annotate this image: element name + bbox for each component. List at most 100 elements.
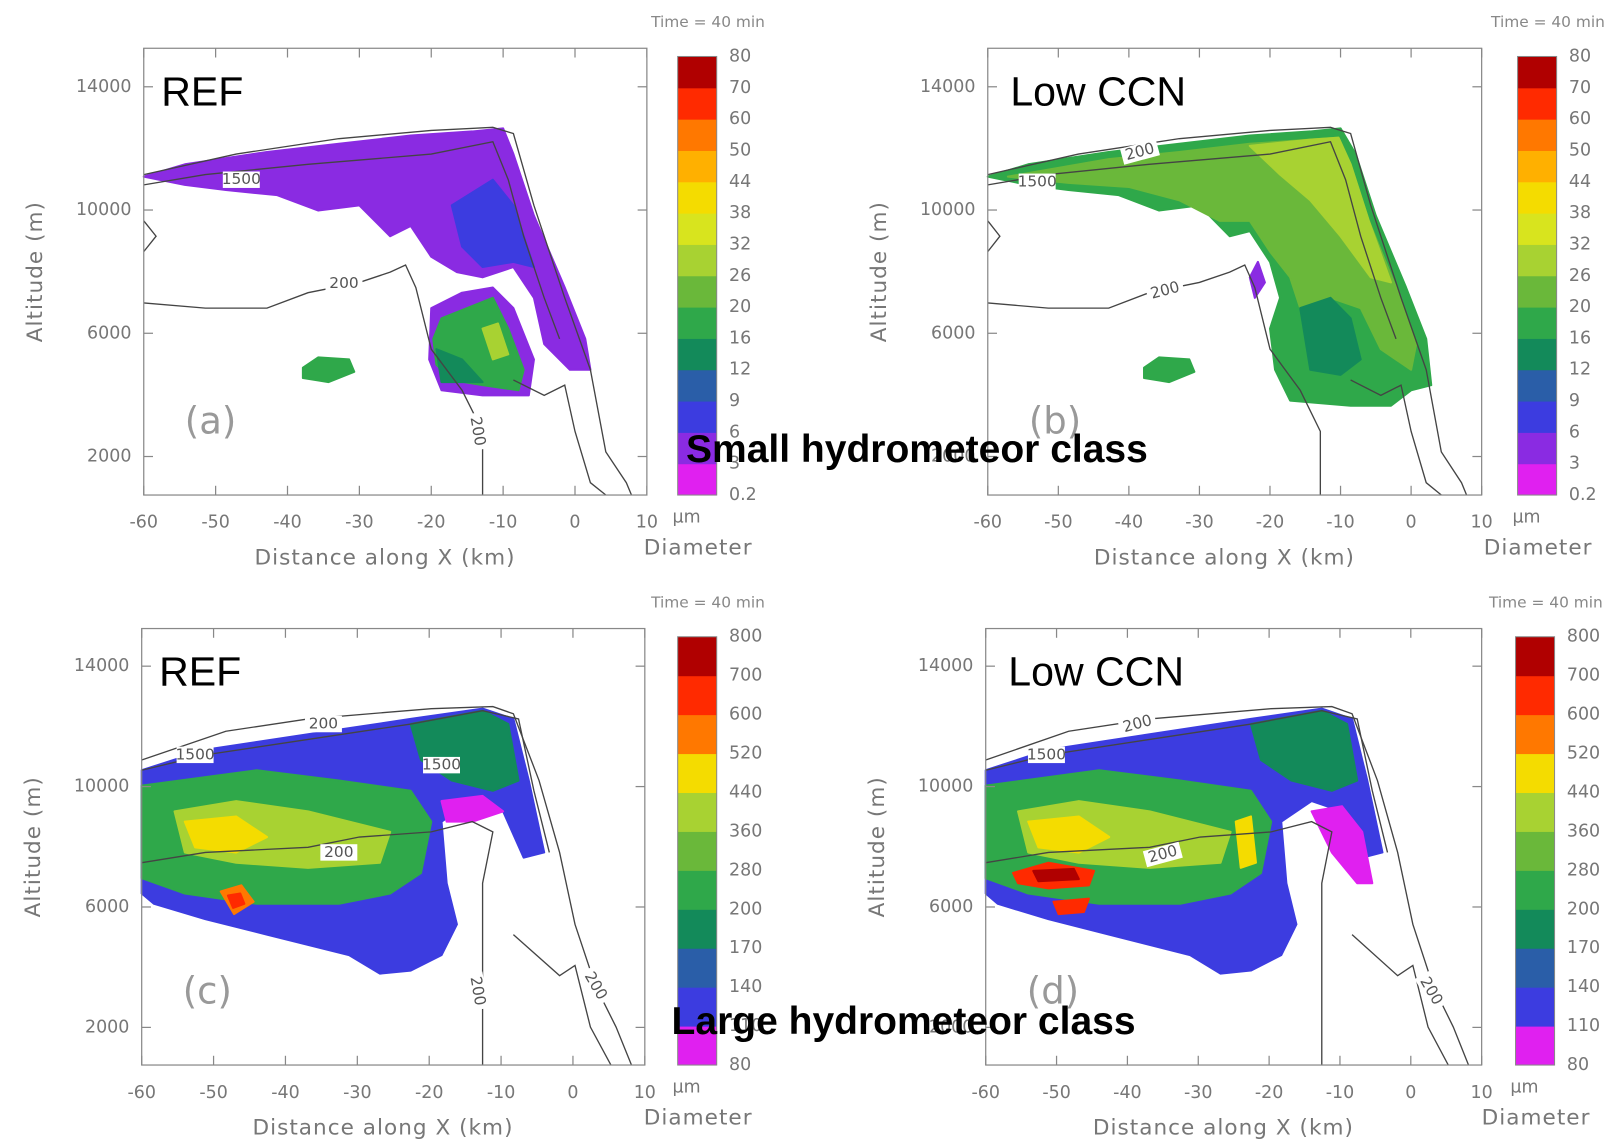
colorbar-label: 280 <box>729 860 762 880</box>
colorbar-unit: µm <box>1512 508 1540 528</box>
contour-label-bg <box>1119 139 1160 165</box>
colorbar-label: 12 <box>1569 360 1591 380</box>
x-tick-label: -20 <box>415 1083 443 1103</box>
colorbar-label: 440 <box>1567 782 1600 802</box>
colorbar-label: 520 <box>1567 744 1600 764</box>
colorbar-label: 80 <box>729 1055 751 1075</box>
colorbar-frame <box>677 636 718 1066</box>
colorbar-label: 800 <box>1567 627 1600 647</box>
colorbar-bin <box>677 831 717 871</box>
colorbar-bin <box>677 213 717 245</box>
colorbar-label: 700 <box>1567 666 1600 686</box>
contour-label-bg <box>1414 970 1448 1012</box>
colorbar-label: 360 <box>1567 821 1600 841</box>
y-tick-label: 10000 <box>76 200 131 220</box>
x-tick-label: -60 <box>127 1083 155 1103</box>
colorbar-label: 9 <box>1569 391 1580 411</box>
colorbar-bin <box>1517 307 1557 339</box>
x-tick-label: -40 <box>273 513 301 533</box>
y-tick-label: 14000 <box>920 77 975 97</box>
y-axis-title: Altitude (m) <box>21 776 46 917</box>
x-tick-label: -60 <box>130 513 158 533</box>
x-axis-title: Distance along X (km) <box>1094 546 1355 571</box>
x-tick-label: -20 <box>1255 1083 1283 1103</box>
colorbar-bin <box>677 987 717 1027</box>
colorbar-bin <box>677 1026 717 1066</box>
colorbar-bin <box>1517 338 1557 371</box>
colorbar-bin <box>677 87 717 120</box>
colorbar-bin <box>677 244 717 277</box>
colorbar-label: 520 <box>729 744 762 764</box>
colorbar-bin <box>677 401 717 433</box>
contour-region <box>435 348 484 384</box>
colorbar-unit: µm <box>673 508 701 528</box>
contour-region <box>226 892 246 909</box>
contour-label-bg <box>1117 711 1158 737</box>
colorbar-bin <box>677 675 717 716</box>
colorbar-bin <box>677 636 717 677</box>
contour-region <box>1143 356 1196 384</box>
colorbar-bin <box>1517 275 1557 308</box>
colorbar-bin <box>1515 1026 1555 1066</box>
contour-label-bg <box>304 715 342 733</box>
contour-line <box>143 140 561 340</box>
x-tick-label: -10 <box>1326 513 1354 533</box>
colorbar-bin <box>1515 792 1555 832</box>
contour-region <box>301 356 356 384</box>
contour-region <box>1248 136 1393 284</box>
contour-line <box>141 710 550 853</box>
contour-label-bg <box>423 756 460 774</box>
colorbar-label: 700 <box>729 666 762 686</box>
colorbar-bin <box>1517 119 1557 151</box>
colorbar-label: 38 <box>1569 203 1591 223</box>
contour-label-bg <box>1145 277 1186 304</box>
contour-label: 200 <box>324 843 353 861</box>
contour-label-bg <box>176 746 214 764</box>
colorbar-label: 44 <box>1569 172 1591 192</box>
x-tick-label: -30 <box>1185 513 1213 533</box>
colorbar-bin <box>1517 432 1557 465</box>
colorbar-label: 110 <box>729 1016 762 1036</box>
colorbar-title: Diameter <box>1482 1105 1591 1130</box>
x-tick-label: -30 <box>343 1083 371 1103</box>
colorbar-label: 360 <box>729 821 762 841</box>
colorbar-label: 60 <box>729 109 751 129</box>
y-tick-label: 10000 <box>920 200 975 220</box>
x-tick-label: 0 <box>1405 1083 1416 1103</box>
contour-region <box>1027 815 1111 854</box>
colorbar-bin <box>1517 87 1557 120</box>
contour-label-bg <box>1027 746 1065 764</box>
y-tick-label: 14000 <box>76 77 131 97</box>
contour-label-bg <box>325 275 363 292</box>
x-axis-title: Distance along X (km) <box>1093 1116 1354 1140</box>
x-tick-label: -40 <box>271 1083 299 1103</box>
colorbar-label: 50 <box>729 140 751 160</box>
colorbar-label: 800 <box>729 627 762 647</box>
contour-line <box>1350 379 1442 496</box>
contour-region <box>1299 296 1362 376</box>
contour-label: 200 <box>467 415 490 447</box>
colorbar-bin <box>1517 401 1557 433</box>
colorbar-unit: µm <box>1510 1078 1538 1098</box>
colorbar-bin <box>1517 213 1557 245</box>
colorbar-label: 16 <box>729 328 751 348</box>
contour-label: 200 <box>1121 711 1154 736</box>
y-axis-title: Altitude (m) <box>865 776 890 917</box>
x-tick-label: 10 <box>636 513 658 533</box>
colorbar-label: 20 <box>729 297 751 317</box>
colorbar-bin <box>1515 714 1555 755</box>
colorbar-label: 80 <box>1569 46 1591 66</box>
contour-region <box>183 815 268 854</box>
x-tick-label: -10 <box>487 1083 515 1103</box>
x-tick-label: -50 <box>199 1083 227 1103</box>
colorbar-bin <box>677 463 717 496</box>
contour-region <box>1249 709 1359 792</box>
panel-label: (a) <box>185 400 236 443</box>
y-tick-label: 10000 <box>74 777 129 797</box>
colorbar-label: 140 <box>1567 977 1600 997</box>
plot-frame <box>985 627 1483 1066</box>
contour-line <box>987 220 1001 253</box>
colorbar-label: 80 <box>1567 1055 1589 1075</box>
